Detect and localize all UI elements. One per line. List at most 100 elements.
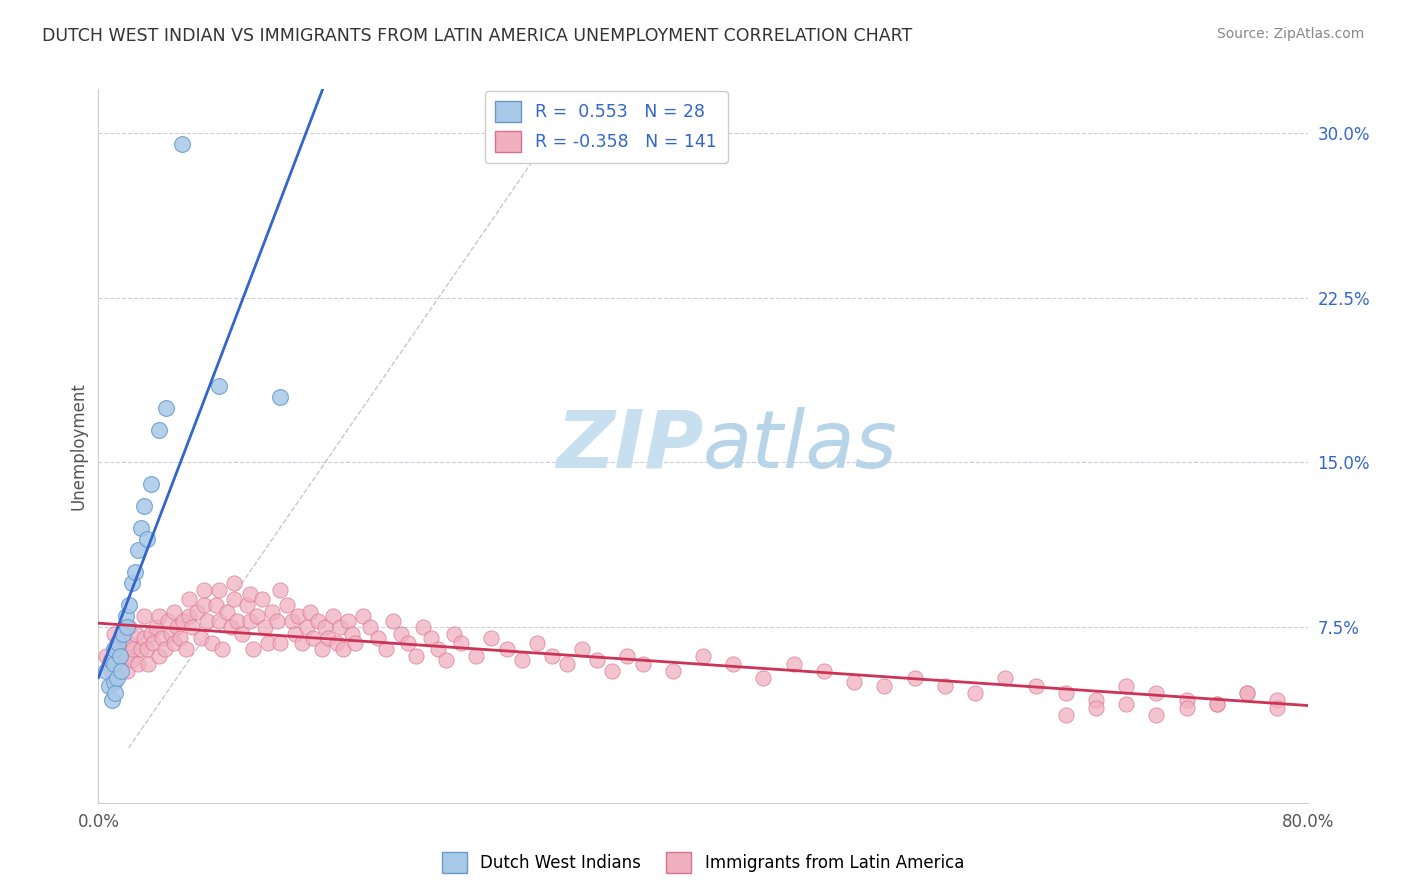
Point (114, 609, 136, 624)
Point (148, 609, 170, 624)
Point (269, 390, 291, 404)
Point (1267, 701, 1289, 715)
Point (1206, 697, 1229, 711)
Point (284, 626, 307, 640)
Point (132, 631, 155, 645)
Point (307, 614, 329, 628)
Point (150, 631, 173, 645)
Point (965, 686, 987, 700)
Point (153, 642, 176, 657)
Point (427, 642, 450, 657)
Point (105, 635, 128, 649)
Point (211, 642, 233, 657)
Point (107, 635, 129, 649)
Point (129, 521, 152, 535)
Point (586, 653, 609, 667)
Point (122, 642, 145, 657)
Point (253, 620, 276, 634)
Point (121, 653, 143, 667)
Point (1267, 692, 1289, 706)
Point (193, 598, 215, 612)
Point (163, 605, 186, 619)
Point (256, 635, 278, 649)
Point (405, 648, 427, 663)
Point (127, 657, 149, 672)
Point (141, 477, 163, 491)
Point (262, 605, 284, 619)
Text: Source: ZipAtlas.com: Source: ZipAtlas.com (1216, 27, 1364, 41)
Point (94, 664, 117, 678)
Point (242, 642, 264, 657)
Point (783, 657, 806, 672)
Point (104, 686, 127, 700)
Point (434, 653, 457, 667)
Point (1175, 701, 1198, 715)
Point (132, 609, 155, 624)
Point (287, 609, 309, 624)
Point (314, 620, 336, 634)
Point (103, 675, 125, 690)
Point (110, 657, 132, 672)
Point (495, 642, 517, 657)
Point (98, 680, 121, 694)
Text: DUTCH WEST INDIAN VS IMMIGRANTS FROM LATIN AMERICA UNEMPLOYMENT CORRELATION CHAR: DUTCH WEST INDIAN VS IMMIGRANTS FROM LAT… (42, 27, 912, 45)
Point (193, 582, 215, 597)
Text: atlas: atlas (703, 407, 898, 485)
Point (904, 671, 927, 685)
Point (571, 642, 593, 657)
Point (752, 671, 775, 685)
Point (160, 626, 183, 640)
Point (291, 635, 314, 649)
Point (631, 657, 654, 672)
Point (450, 635, 472, 649)
Point (110, 664, 132, 678)
Point (239, 614, 262, 628)
Point (269, 635, 291, 649)
Point (311, 642, 333, 657)
Point (1115, 697, 1137, 711)
Point (1236, 686, 1258, 700)
Point (420, 631, 443, 645)
Point (299, 605, 322, 619)
Point (103, 642, 125, 657)
Point (692, 648, 714, 663)
Point (1115, 680, 1137, 694)
Point (208, 378, 231, 392)
Point (602, 664, 624, 678)
Point (100, 664, 122, 678)
Point (215, 605, 238, 619)
Point (443, 626, 465, 640)
Point (226, 614, 249, 628)
Point (145, 620, 167, 634)
Point (1144, 708, 1167, 723)
Point (141, 626, 163, 640)
Point (352, 609, 374, 624)
Point (142, 635, 165, 649)
Point (155, 401, 177, 415)
Point (332, 642, 354, 657)
Point (208, 582, 231, 597)
Point (873, 680, 896, 694)
Point (132, 500, 155, 514)
Point (844, 675, 866, 690)
Point (396, 635, 419, 649)
Point (135, 533, 157, 547)
Point (1175, 692, 1198, 706)
Point (246, 609, 269, 624)
Point (148, 648, 170, 663)
Point (111, 626, 134, 640)
Point (124, 566, 146, 580)
Point (179, 609, 201, 624)
Point (367, 631, 389, 645)
Point (94, 648, 117, 663)
Point (342, 626, 364, 640)
Point (1054, 708, 1077, 723)
Point (1024, 680, 1046, 694)
Point (934, 680, 956, 694)
Point (326, 635, 349, 649)
Point (163, 635, 186, 649)
Point (526, 635, 548, 649)
Point (101, 692, 124, 706)
Point (201, 635, 224, 649)
Point (221, 620, 243, 634)
